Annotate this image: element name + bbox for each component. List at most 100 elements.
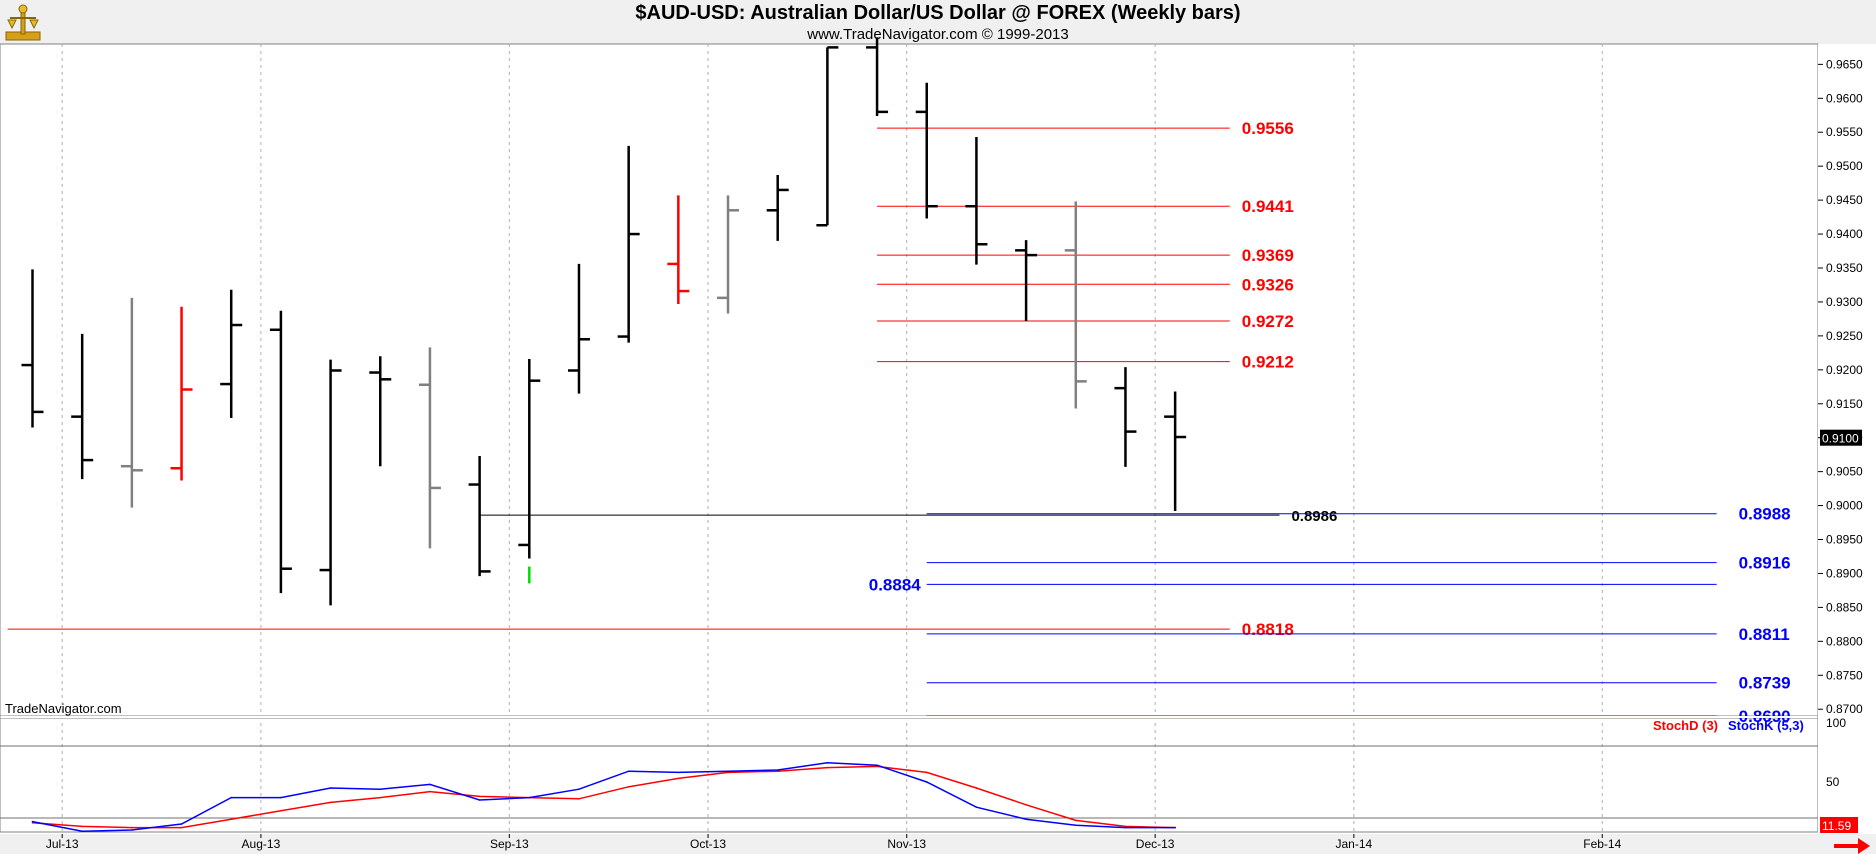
- level-label: 0.9212: [1242, 353, 1294, 372]
- stoch-point: [975, 806, 978, 808]
- y-tick-label: 0.9400: [1826, 227, 1863, 241]
- panel-separator: [1, 716, 1817, 718]
- stoch-point: [925, 771, 928, 774]
- y-tick-label: 0.9650: [1826, 57, 1863, 71]
- ohlc-bar: [766, 175, 789, 241]
- ohlc-bar: [1114, 367, 1137, 467]
- y-tick-label: 0.8850: [1826, 600, 1863, 614]
- y-tick-label: 0.8950: [1826, 533, 1863, 547]
- stoch-point: [329, 787, 332, 789]
- stoch-point: [1124, 825, 1127, 828]
- y-tick-label: 0.9050: [1826, 465, 1863, 479]
- y-tick-label: 0.9500: [1826, 159, 1863, 173]
- ohlc-bar: [965, 136, 988, 265]
- stoch-point: [478, 799, 481, 801]
- stoch-point: [280, 796, 282, 799]
- stoch-point: [776, 769, 779, 771]
- stoch-point: [429, 783, 431, 786]
- stoch-point: [925, 781, 928, 783]
- level-label: 0.9272: [1242, 312, 1294, 331]
- level-label: 0.9369: [1242, 246, 1294, 265]
- stoch-point: [280, 810, 282, 812]
- y-tick-label: 0.8800: [1826, 634, 1863, 648]
- level-label: 0.8739: [1739, 674, 1791, 693]
- stoch-point: [627, 770, 630, 772]
- ohlc-bar: [617, 145, 640, 343]
- stoch-point: [131, 826, 133, 829]
- stoch-point: [1025, 818, 1027, 820]
- stoch-point: [677, 771, 680, 774]
- y-tick-label: 0.9150: [1826, 397, 1863, 411]
- level-label: 0.9441: [1242, 197, 1294, 216]
- ohlc-bar: [1015, 240, 1038, 321]
- x-tick-label: Jan-14: [1336, 837, 1373, 851]
- stoch-point: [478, 795, 481, 798]
- y-tick-label: 0.9550: [1826, 125, 1863, 139]
- stoch-point: [379, 788, 382, 790]
- stoch-series-line: [32, 762, 1176, 832]
- ohlc-bar: [71, 333, 94, 480]
- level-label: 0.9556: [1242, 119, 1294, 138]
- legend-stochk: StochK (5,3): [1728, 718, 1804, 733]
- stoch-point: [230, 818, 233, 820]
- stochastic-panel: [0, 717, 1819, 833]
- x-tick-label: Dec-13: [1136, 837, 1175, 851]
- stoch-point: [1124, 826, 1127, 829]
- level-label: 0.8811: [1739, 625, 1790, 644]
- x-tick-label: Nov-13: [887, 837, 926, 851]
- level-label: 0.9326: [1242, 275, 1294, 294]
- y-tick-label: 0.9300: [1826, 295, 1863, 309]
- stoch-last-badge: [1820, 817, 1858, 833]
- stoch-y-tick-label: 100: [1826, 716, 1846, 730]
- level-label: 0.8884: [869, 575, 922, 594]
- ohlc-bar: [567, 263, 590, 394]
- y-tick-label: 0.9250: [1826, 329, 1863, 343]
- stoch-last-label: 11.59: [1822, 819, 1851, 833]
- x-tick-label: Jul-13: [46, 837, 79, 851]
- y-tick-label: 0.9600: [1826, 91, 1863, 105]
- y-tick-label: 0.9200: [1826, 363, 1863, 377]
- date-axis-background: [0, 834, 1876, 854]
- stoch-series-line: [32, 765, 1176, 829]
- ohlc-bar: [369, 356, 392, 467]
- title-bar-background: [0, 0, 1876, 44]
- stoch-point: [528, 796, 531, 799]
- chart-title: $AUD-USD: Australian Dollar/US Dollar @ …: [635, 2, 1241, 24]
- ohlc-bar: [220, 289, 243, 419]
- legend-stochd: StochD (3): [1653, 718, 1718, 733]
- stoch-point: [677, 777, 680, 780]
- ohlc-bar: [518, 358, 541, 559]
- stoch-point: [31, 820, 34, 823]
- ohlc-bar: [468, 456, 491, 577]
- stoch-point: [1074, 819, 1077, 822]
- stoch-point: [180, 826, 183, 829]
- ohlc-bar: [866, 37, 889, 116]
- stoch-point: [429, 790, 431, 793]
- ohlc-bar: [1064, 201, 1087, 409]
- ohlc-bar: [1164, 391, 1187, 512]
- level-label: 0.8986: [1291, 508, 1337, 525]
- price-panel: [0, 43, 1819, 717]
- y-tick-label: 0.8750: [1826, 668, 1863, 682]
- stoch-point: [180, 823, 183, 825]
- stoch-point: [578, 798, 580, 800]
- y-tick-label: 0.8900: [1826, 566, 1863, 580]
- x-tick-label: Aug-13: [242, 837, 281, 851]
- ohlc-bar: [717, 195, 740, 314]
- stoch-point: [826, 762, 829, 764]
- stoch-point: [1074, 824, 1077, 826]
- level-label: 0.8988: [1739, 505, 1791, 524]
- ohlc-bar: [269, 310, 292, 594]
- stoch-point: [975, 787, 978, 789]
- stoch-point: [727, 770, 729, 772]
- y-tick-label: 0.8700: [1826, 702, 1863, 716]
- trade-navigator-logo-icon: [5, 4, 41, 41]
- ohlc-bar: [120, 297, 143, 508]
- level-label: 0.8818: [1242, 620, 1294, 639]
- stoch-point: [1174, 826, 1176, 829]
- last-price-badge: [1820, 429, 1862, 446]
- ohlc-bar: [816, 46, 839, 227]
- ohlc-bar: [170, 306, 193, 481]
- ohlc-bar: [319, 359, 342, 606]
- stoch-point: [131, 829, 133, 831]
